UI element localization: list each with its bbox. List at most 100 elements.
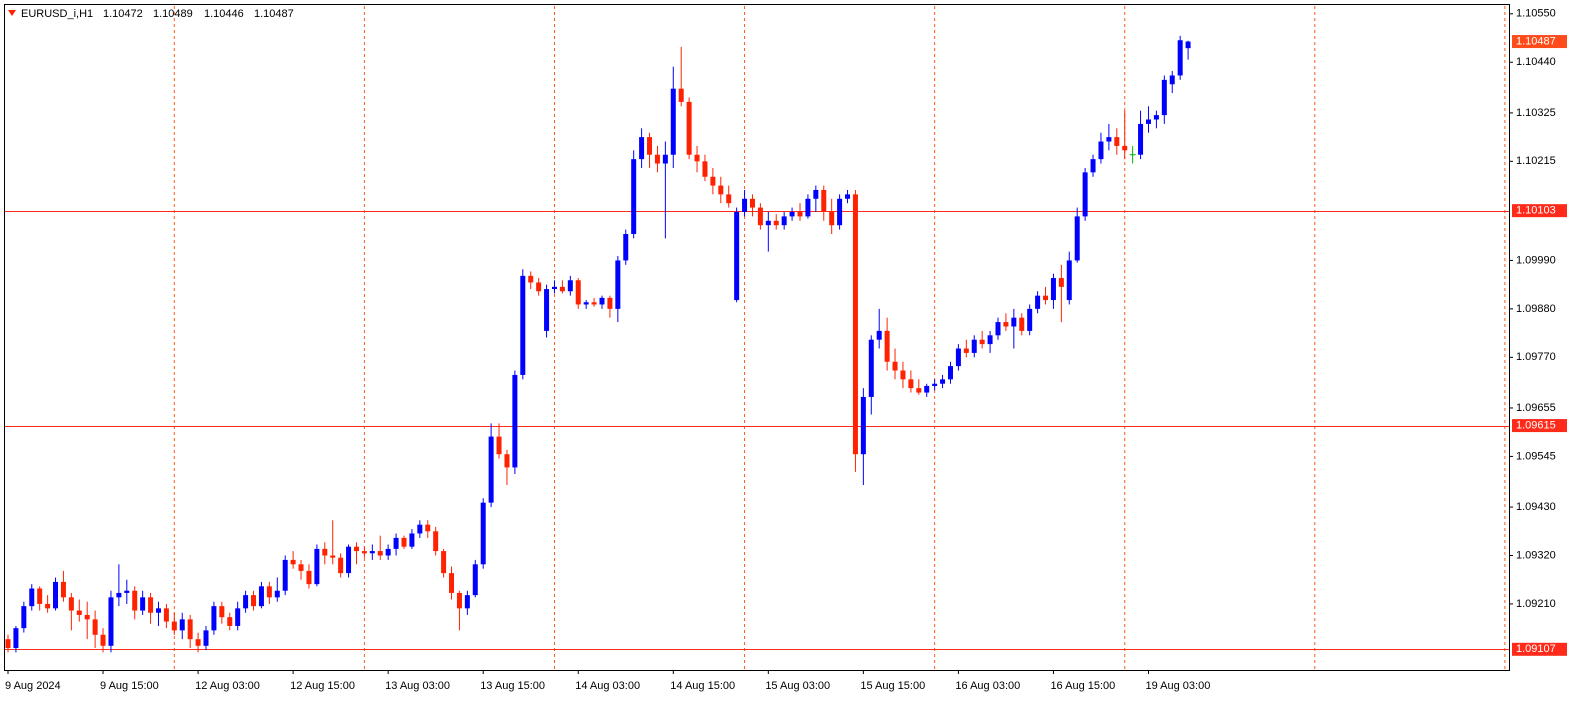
candle-body [647,137,653,155]
hline-price-box [1512,204,1567,218]
hline-price-label: 1.09615 [1516,419,1556,431]
candle-body [615,260,621,309]
candle-body [496,436,502,455]
candle-body [884,330,890,362]
candle-body [425,524,431,532]
candle-body [623,234,629,261]
candle-body [45,603,51,609]
candle-body [282,559,288,591]
candle-body [322,548,328,556]
candle-body [1050,278,1056,301]
candle-body [1153,115,1159,120]
candle-body [1011,317,1017,327]
axes: 1.10550 1.10440 1.10325 1.10215 1.09990 1.098… [5,8,1567,692]
candle-body [369,551,375,554]
candle-body [1058,278,1064,287]
candle-body [211,606,217,631]
hline-price-label: 1.09107 [1516,643,1556,655]
candle-body [187,619,193,640]
candle-body [338,557,344,574]
candle-body [742,198,748,212]
candle-body [528,275,534,283]
y-tick-label: 1.10550 [1516,8,1556,20]
x-tick-label: 14 Aug 15:00 [670,680,735,692]
candle-body [401,537,407,547]
current-price-box [1512,35,1567,49]
candle-body [155,608,161,613]
candle-body [789,211,795,217]
y-tick-label: 1.09990 [1516,254,1556,266]
candle-body [504,454,510,468]
x-tick-label: 13 Aug 15:00 [480,680,545,692]
candle-body [53,581,59,609]
candle-body [488,436,494,503]
hline-price-box [1512,642,1567,656]
y-tick-label: 1.10215 [1516,155,1556,167]
candle-body [100,634,106,646]
candle-body [781,216,787,226]
candle-body [1082,172,1088,217]
x-tick-label: 16 Aug 03:00 [955,680,1020,692]
candle-body [607,297,613,309]
candle-body [797,211,803,217]
candle-body [472,564,478,596]
x-tick-label: 12 Aug 15:00 [290,680,355,692]
candle-body [1043,295,1049,301]
candle-body [314,548,320,585]
y-tick-label: 1.09545 [1516,450,1556,462]
candle-body [702,161,708,177]
candle-body [433,531,439,552]
candle-body [298,564,304,571]
candle-body [21,606,27,629]
y-tick-label: 1.09655 [1516,402,1556,414]
candle-body [235,608,241,626]
candle-body [1027,308,1033,331]
header-open: 1.10472 [103,8,143,20]
candle-body [821,189,827,212]
candle-body [947,366,953,380]
candle-body [932,383,938,386]
candle-body [686,101,692,155]
candle-body [773,220,779,226]
candle-body [148,597,154,613]
candle-body [599,297,605,305]
candle-body [512,374,518,468]
y-tick-label: 1.10325 [1516,107,1556,119]
candle-body [456,592,462,609]
candle-body [639,137,645,160]
candle-body [845,194,851,199]
y-tick-label: 1.09320 [1516,549,1556,561]
candle-body [1185,41,1191,49]
y-tick-label: 1.09430 [1516,501,1556,513]
candle-body [757,207,763,226]
y-tick-label: 1.09770 [1516,351,1556,363]
candle-body [108,597,114,646]
header-arrow[interactable] [8,10,16,16]
candle-body [876,330,882,340]
candle-body [694,154,700,162]
candle-body [813,189,819,199]
x-tick-label: 19 Aug 03:00 [1145,680,1210,692]
candle-body [385,548,391,556]
candle-body [409,533,415,547]
candle-body [1138,123,1144,155]
candle-body [1019,317,1025,331]
candle-body [449,573,455,593]
x-tick-label: 9 Aug 15:00 [100,680,159,692]
current-price-label: 1.10487 [1516,35,1556,47]
candle-body [710,176,716,186]
candle-body [726,194,732,204]
candle-body [1098,141,1104,160]
candle-body [734,211,740,301]
candle-body [852,194,858,455]
candle-body [346,546,352,574]
candle-body [163,608,169,622]
candle-body [591,302,597,305]
candle-body [76,610,82,615]
candle-body [480,502,486,565]
symbol: EURUSD_i,H1 [21,8,93,20]
y-tick-label: 1.09880 [1516,303,1556,315]
candle-body [13,628,19,648]
candle-body [900,370,906,380]
